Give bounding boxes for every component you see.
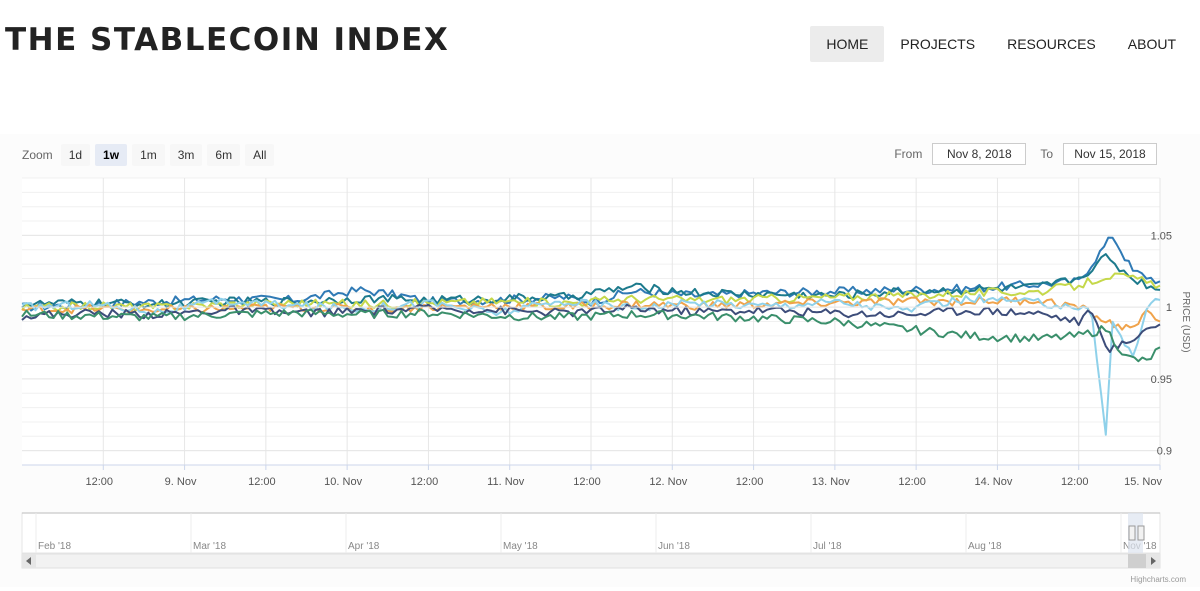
x-tick-label: 12:00 — [411, 476, 439, 488]
zoom-selector: Zoom 1d 1w 1m 3m 6m All — [22, 144, 279, 166]
nav-home[interactable]: HOME — [810, 26, 885, 62]
from-date-input[interactable] — [932, 143, 1027, 165]
y-axis: 0.9 0.95 1 1.05 — [22, 230, 1172, 458]
scroll-thumb[interactable] — [1128, 554, 1146, 568]
x-tick-label: 14. Nov — [974, 476, 1012, 488]
zoom-1d-button[interactable]: 1d — [60, 144, 91, 166]
series-line[interactable] — [21, 272, 1161, 312]
navigator-gridlines — [35, 513, 1122, 553]
navigator-label: Feb '18 — [38, 541, 71, 552]
series-line[interactable] — [21, 296, 1161, 331]
series-line[interactable] — [21, 308, 1161, 363]
navigator-label: Mar '18 — [193, 541, 226, 552]
y-axis-title: PRICE (USD) — [1180, 291, 1191, 352]
y-tick-label: 0.95 — [1151, 374, 1172, 386]
chart-canvas: 12:00 9. Nov 12:00 10. Nov 12:00 11. Nov 12:00… — [21, 177, 1191, 584]
navigator-label: Apr '18 — [348, 541, 380, 552]
y-tick-label: 0.9 — [1157, 446, 1172, 458]
site-header: THE STABLECOIN INDEX HOME PROJECTS RESOU… — [0, 0, 1200, 90]
y-tick-label: 1 — [1166, 302, 1172, 314]
chart-series — [21, 236, 1161, 436]
to-label: To — [1040, 147, 1053, 161]
x-tick-label: 12:00 — [1061, 476, 1089, 488]
navigator[interactable]: Feb '18 Mar '18 Apr '18 May '18 Jun '18 Jul '… — [21, 512, 1161, 554]
x-tick-label: 10. Nov — [324, 476, 362, 488]
zoom-3m-button[interactable]: 3m — [169, 144, 203, 166]
nav-about[interactable]: ABOUT — [1127, 36, 1176, 52]
zoom-label: Zoom — [22, 148, 53, 162]
x-axis: 12:00 9. Nov 12:00 10. Nov 12:00 11. Nov 12:00… — [22, 464, 1162, 488]
x-tick-label: 12:00 — [736, 476, 764, 488]
nav-resources[interactable]: RESOURCES — [1007, 36, 1096, 52]
nav-projects[interactable]: PROJECTS — [900, 36, 976, 52]
x-tick-label: 12:00 — [898, 476, 926, 488]
series-line[interactable] — [21, 303, 1161, 354]
zoom-6m-button[interactable]: 6m — [207, 144, 241, 166]
to-date-input[interactable] — [1063, 143, 1157, 165]
x-tick-label: 12:00 — [573, 476, 601, 488]
x-tick-label: 9. Nov — [165, 476, 197, 488]
date-range: From To — [894, 143, 1157, 165]
series-line[interactable] — [21, 253, 1161, 309]
navigator-label: Jun '18 — [658, 541, 690, 552]
navigator-handle-right[interactable] — [1137, 525, 1145, 541]
zoom-1m-button[interactable]: 1m — [132, 144, 165, 166]
x-tick-label: 13. Nov — [812, 476, 850, 488]
from-label: From — [894, 147, 923, 161]
site-title[interactable]: THE STABLECOIN INDEX — [5, 22, 450, 58]
x-tick-label: 12:00 — [248, 476, 276, 488]
zoom-1w-button[interactable]: 1w — [95, 144, 128, 166]
y-tick-label: 1.05 — [1151, 230, 1172, 242]
x-tick-label: 12. Nov — [649, 476, 687, 488]
arrow-right-icon — [1151, 557, 1156, 565]
scrollbar[interactable] — [21, 553, 1161, 569]
stock-chart: Zoom 1d 1w 1m 3m 6m All From To 12:00 9. … — [0, 134, 1200, 587]
navigator-handle-left[interactable] — [1128, 525, 1136, 541]
arrow-left-icon — [26, 557, 31, 565]
x-tick-label: 15. Nov — [1124, 476, 1162, 488]
navigator-label: Aug '18 — [968, 541, 1002, 552]
navigator-label: May '18 — [503, 541, 538, 552]
x-tick-label: 11. Nov — [487, 476, 525, 488]
x-tick-label: 12:00 — [86, 476, 114, 488]
highcharts-credit[interactable]: Highcharts.com — [1130, 575, 1186, 584]
zoom-all-button[interactable]: All — [245, 144, 275, 166]
navigator-label: Jul '18 — [813, 541, 842, 552]
main-nav: HOME PROJECTS RESOURCES ABOUT — [810, 26, 1192, 62]
chart-grid — [22, 177, 1161, 466]
series-line[interactable] — [21, 293, 1161, 436]
